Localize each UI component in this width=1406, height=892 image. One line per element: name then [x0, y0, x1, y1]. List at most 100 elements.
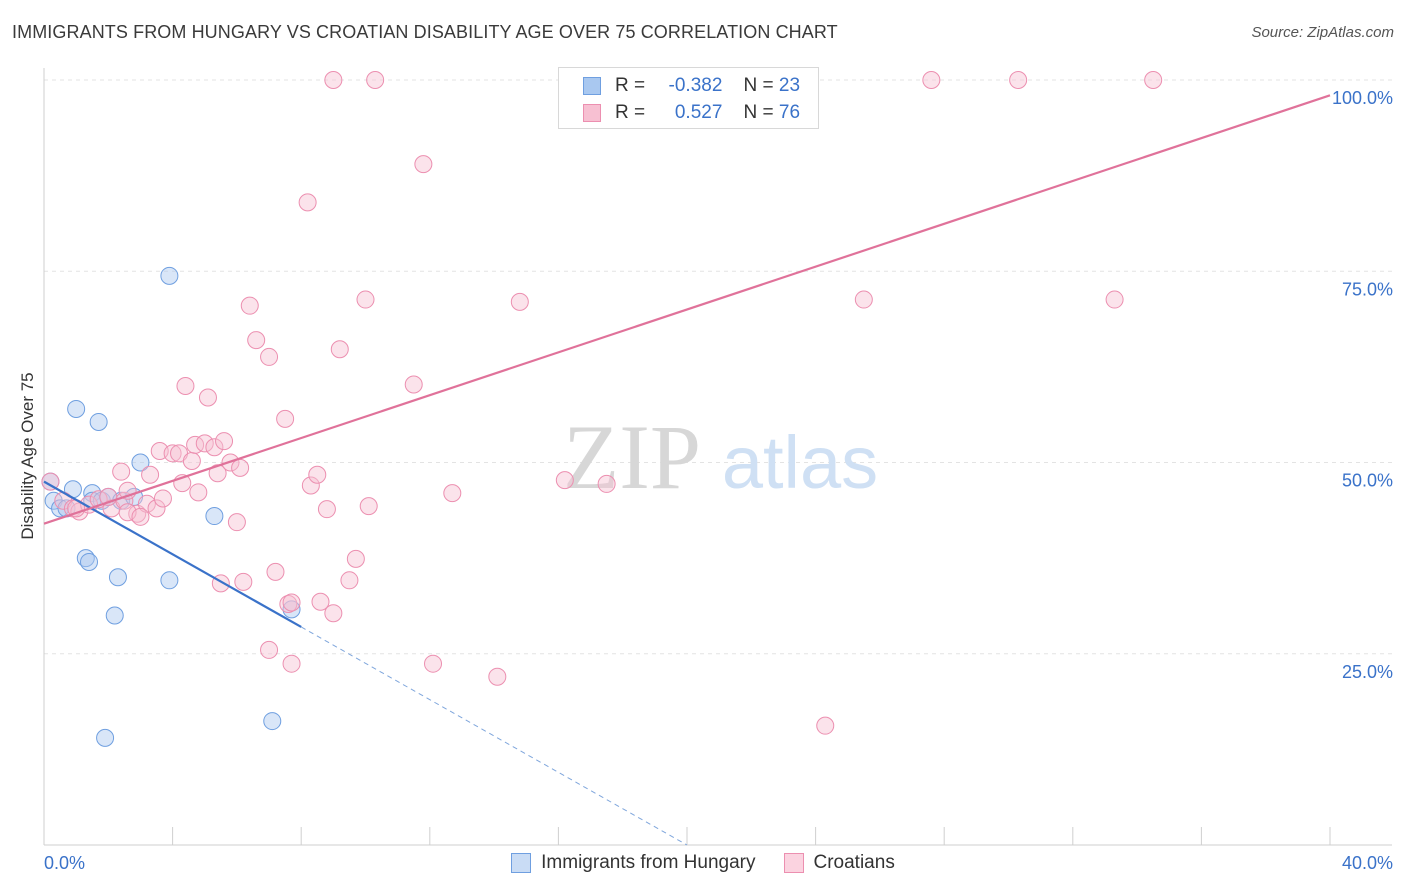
croatian-point — [356, 290, 375, 309]
source-label: Source: ZipAtlas.com — [1251, 24, 1394, 41]
legend-r-value: -0.382 — [668, 75, 723, 96]
chart-title: IMMIGRANTS FROM HUNGARY VS CROATIAN DISA… — [12, 22, 838, 42]
legend-r-value: 0.527 — [674, 102, 723, 123]
croatian-point — [128, 504, 147, 523]
croatian-point — [298, 193, 317, 212]
croatian-point — [141, 465, 160, 484]
legend-swatch-hungary — [511, 853, 532, 873]
y-tick-label: 50.0% — [1342, 471, 1393, 491]
tick-labels: 25.0% 50.0% 75.0% 100.0% 0.0% 40.0% — [44, 88, 1393, 873]
watermark-zip: ZIP — [563, 406, 701, 508]
croatian-point — [247, 331, 266, 350]
legend-row-croatians: R = 0.527 N = 76 — [583, 101, 800, 125]
croatian-point — [182, 451, 201, 470]
croatian-point — [282, 654, 301, 673]
legend-swatch-hungary — [583, 77, 601, 95]
croatian-point — [404, 375, 423, 394]
croatian-point — [1144, 71, 1163, 89]
croatian-point — [301, 476, 320, 495]
trend-lines — [43, 94, 1331, 846]
croatian-point — [186, 435, 205, 454]
croatian-point — [366, 71, 385, 89]
croatian-point — [1105, 290, 1124, 309]
croatian-point — [276, 409, 295, 428]
croatian-point — [234, 572, 253, 591]
hungary-trend-line — [43, 480, 302, 628]
hungary-point — [131, 453, 150, 472]
croatian-point — [359, 497, 378, 516]
croatian-point — [215, 432, 234, 451]
croatian-point — [266, 562, 285, 581]
croatian-point — [279, 595, 298, 614]
hungary-trend-extension — [300, 626, 688, 846]
croatian-point — [488, 667, 507, 686]
croatian-point — [346, 549, 365, 568]
croatian-point — [205, 438, 224, 457]
y-tick-label: 25.0% — [1342, 662, 1393, 682]
croatian-point — [260, 347, 279, 366]
croatian-point — [1009, 71, 1028, 89]
x-tick-label: 0.0% — [44, 853, 85, 873]
croatian-point — [922, 71, 941, 89]
croatian-point — [510, 292, 529, 311]
croatian-point — [112, 462, 131, 481]
hungary-point — [263, 712, 282, 731]
croatian-point — [308, 465, 327, 484]
legend-swatch-croatians — [583, 104, 601, 122]
grid-lines — [44, 79, 1392, 655]
croatian-point — [131, 507, 150, 526]
correlation-legend: R = -0.382 N = 23 R = 0.527 N = 76 — [558, 67, 819, 129]
y-tick-label: 100.0% — [1332, 88, 1393, 108]
x-tick-label: 40.0% — [1342, 853, 1393, 873]
croatian-point — [317, 500, 336, 519]
croatian-point — [555, 471, 574, 490]
croatian-point — [227, 513, 246, 532]
croatian-point — [324, 604, 343, 623]
croatian-point — [854, 290, 873, 309]
croatian-point — [137, 494, 156, 513]
data-points — [41, 71, 1163, 747]
hungary-point — [160, 571, 179, 590]
croatian-point — [176, 377, 195, 395]
y-axis-label: Disability Age Over 75 — [18, 372, 37, 540]
legend-swatch-croatians — [783, 853, 804, 873]
croatian-point — [414, 155, 433, 174]
hungary-point — [80, 552, 99, 571]
croatian-point — [147, 499, 166, 518]
croatian-point — [324, 71, 343, 89]
croatian-point — [198, 388, 217, 407]
legend-n-value: 23 — [778, 75, 801, 96]
croatian-point — [340, 571, 359, 590]
croatian-point — [189, 483, 208, 502]
hungary-point — [108, 568, 127, 587]
croatian-point — [816, 716, 835, 735]
croatian-point — [153, 489, 172, 508]
legend-label-croatians: Croatians — [813, 852, 895, 873]
croatian-point — [311, 592, 330, 611]
croatian-trend-line — [43, 94, 1331, 525]
legend-item-hungary: Immigrants from Hungary — [511, 852, 756, 874]
hungary-point — [205, 507, 224, 526]
croatian-point — [597, 474, 616, 493]
croatian-point — [424, 654, 443, 673]
croatian-point — [41, 472, 60, 491]
croatian-point — [282, 593, 301, 612]
legend-n-label: N = — [743, 75, 774, 96]
watermark-atlas: atlas — [722, 421, 878, 504]
legend-n-label: N = — [743, 102, 774, 123]
croatian-point — [231, 458, 250, 477]
legend-item-croatians: Croatians — [783, 852, 895, 874]
hungary-point — [67, 399, 86, 418]
croatian-point — [163, 444, 182, 463]
hungary-point — [89, 412, 108, 431]
legend-label-hungary: Immigrants from Hungary — [541, 852, 756, 873]
croatian-point — [330, 340, 349, 359]
legend-row-hungary: R = -0.382 N = 23 — [583, 74, 800, 98]
legend-r-label: R = — [615, 102, 646, 123]
y-tick-label: 75.0% — [1342, 279, 1393, 299]
axes — [43, 68, 1392, 846]
legend-r-label: R = — [615, 75, 646, 96]
series-legend: Immigrants from Hungary Croatians — [0, 852, 1406, 874]
croatian-point — [260, 640, 279, 659]
